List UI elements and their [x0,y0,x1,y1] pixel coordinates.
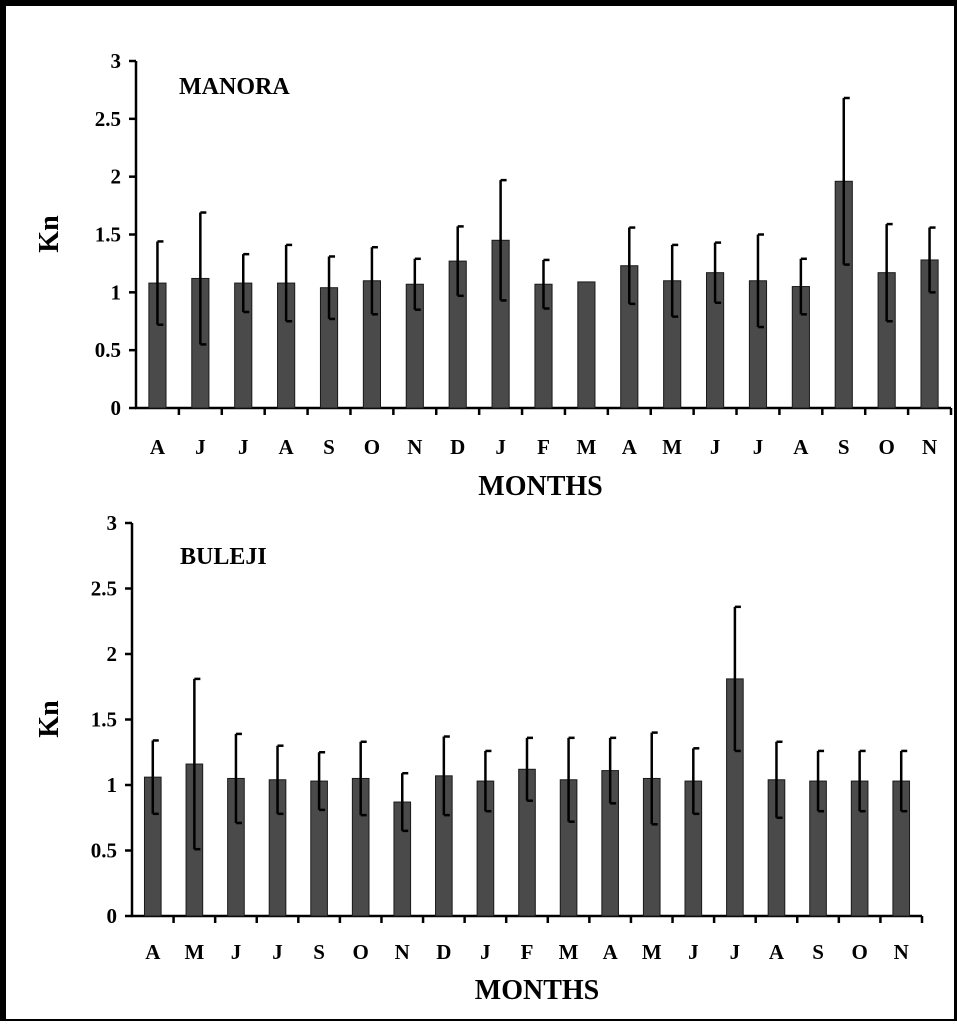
manora-y-tick-label: 1 [111,280,122,304]
buleji-x-tick-label: A [769,940,785,964]
buleji-x-tick-label: M [184,940,204,964]
buleji-y-tick-label: 3 [107,511,118,535]
manora-x-tick-label: A [279,435,295,459]
buleji-y-tick-label: 2.5 [91,577,117,601]
manora-x-axis-label: MONTHS [478,471,602,502]
manora-x-tick-label: J [495,435,506,459]
buleji-x-tick-label: N [894,940,909,964]
manora-x-tick-label: N [407,435,422,459]
manora-x-tick-label: D [450,435,465,459]
manora-y-tick-label: 0.5 [95,338,121,362]
buleji-y-tick-label: 0.5 [91,839,117,863]
manora-x-tick-label: A [150,435,166,459]
manora-y-tick-label: 1.5 [95,223,121,247]
manora-x-tick-label: M [576,435,596,459]
manora-x-tick-label: F [537,435,550,459]
buleji-x-tick-label: M [559,940,579,964]
buleji-x-tick-label: A [145,940,161,964]
buleji-title: BULEJI [180,544,267,570]
manora-x-tick-label: O [878,435,894,459]
manora-title: MANORA [179,74,290,100]
buleji-x-tick-label: J [730,940,741,964]
buleji-y-tick-label: 2 [107,642,118,666]
manora-x-tick-label: N [922,435,937,459]
manora-x-tick-label: J [195,435,206,459]
manora-x-tick-label: J [710,435,721,459]
manora-bar [577,281,596,409]
buleji-x-axis-label: MONTHS [475,975,599,1006]
manora-x-tick-label: A [622,435,638,459]
manora-y-axis-label: Kn [34,215,65,253]
buleji-x-tick-label: J [480,940,491,964]
buleji-y-axis-label: Kn [34,700,65,738]
manora-y-tick-label: 0 [111,396,122,420]
manora-x-tick-label: A [793,435,809,459]
manora-y-tick-label: 2.5 [95,107,121,131]
manora-x-tick-label: M [662,435,682,459]
manora-y-tick-label: 2 [111,165,122,189]
manora-x-tick-label: J [238,435,249,459]
buleji-x-tick-label: J [272,940,283,964]
buleji-x-tick-label: J [688,940,699,964]
buleji-x-tick-label: A [603,940,619,964]
buleji-x-tick-label: S [812,940,824,964]
manora-x-tick-label: O [364,435,380,459]
buleji-x-tick-label: N [395,940,410,964]
buleji-x-tick-label: D [436,940,451,964]
manora-panel: 00.511.522.53A J J A S O N D J F M A M J J A S O NMANORAMO… [34,49,953,502]
buleji-x-tick-label: M [642,940,662,964]
manora-x-tick-label: S [323,435,335,459]
buleji-x-tick-label: F [521,940,534,964]
buleji-y-tick-label: 1.5 [91,708,117,732]
buleji-x-tick-label: S [313,940,325,964]
two-panel-bar-chart: 00.511.522.53A J J A S O N D J F M A M J J A S O NMANORAMO… [34,49,953,1006]
buleji-x-tick-label: J [231,940,242,964]
buleji-x-tick-label: O [353,940,369,964]
manora-y-tick-label: 3 [111,49,122,73]
buleji-y-tick-label: 0 [107,904,118,928]
buleji-panel: 00.511.522.53A M J J S O N D J F M A M J J A S O NBULEJIMO… [34,511,924,1006]
buleji-x-tick-label: O [851,940,867,964]
manora-x-tick-label: S [838,435,850,459]
manora-x-tick-label: J [753,435,764,459]
buleji-y-tick-label: 1 [107,773,118,797]
